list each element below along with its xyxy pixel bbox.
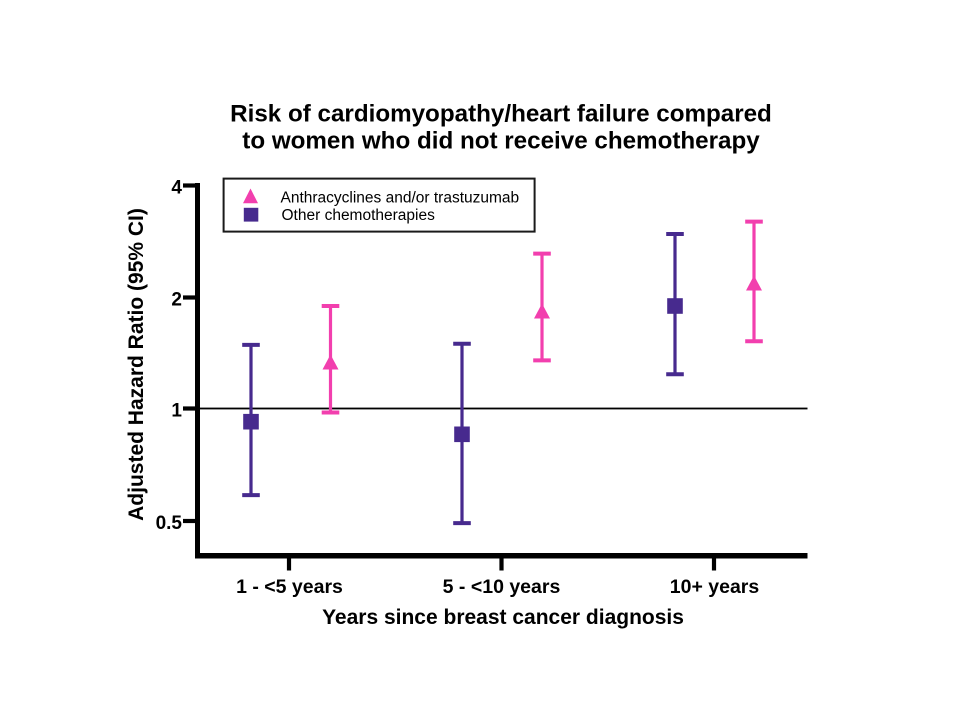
- svg-text:Adjusted Hazard Ratio (95% CI): Adjusted Hazard Ratio (95% CI): [125, 208, 148, 521]
- svg-text:1: 1: [171, 400, 182, 421]
- svg-text:0.5: 0.5: [156, 513, 183, 534]
- svg-text:Risk of cardiomyopathy/heart f: Risk of cardiomyopathy/heart failure com…: [230, 100, 772, 127]
- svg-text:4: 4: [171, 177, 182, 198]
- svg-text:2: 2: [171, 289, 182, 310]
- svg-text:Other chemotherapies: Other chemotherapies: [282, 207, 436, 224]
- svg-text:to women who did not receive c: to women who did not receive chemotherap…: [242, 127, 760, 154]
- svg-text:1 - <5 years: 1 - <5 years: [236, 576, 343, 598]
- svg-text:Years since breast cancer diag: Years since breast cancer diagnosis: [322, 606, 684, 629]
- svg-text:10+ years: 10+ years: [670, 576, 760, 598]
- svg-text:5 - <10 years: 5 - <10 years: [443, 576, 561, 598]
- svg-text:Anthracyclines and/or trastuzu: Anthracyclines and/or trastuzumab: [281, 189, 520, 206]
